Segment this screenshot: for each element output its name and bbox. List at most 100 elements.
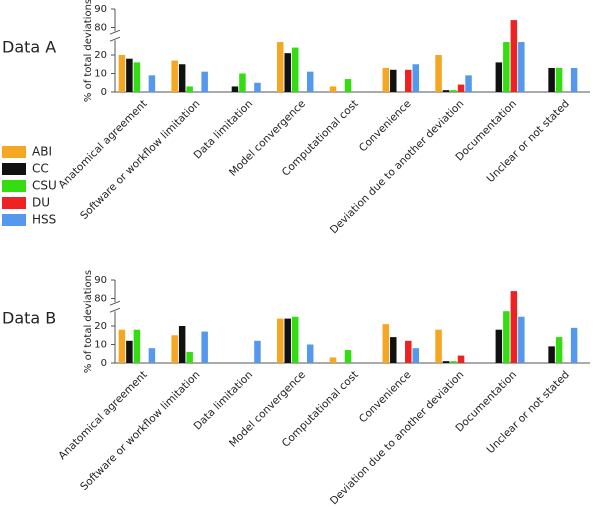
bar xyxy=(276,318,284,363)
bar-group: ABI xyxy=(118,329,126,363)
bar xyxy=(548,67,555,92)
y-tick-label: 10 xyxy=(94,340,107,351)
bar xyxy=(148,75,156,92)
legend-swatch xyxy=(2,146,26,158)
bar-group: CC xyxy=(495,329,503,363)
bar xyxy=(503,311,510,363)
axis-break xyxy=(109,36,121,42)
bar-group: CC xyxy=(126,58,133,92)
bar xyxy=(254,340,261,363)
x-tick-label: Software or workflow limitation xyxy=(78,98,202,222)
bar xyxy=(435,55,442,92)
bar-group: CSU xyxy=(503,42,510,92)
legend-swatch xyxy=(2,180,26,192)
bar xyxy=(329,86,337,92)
bar xyxy=(450,90,457,92)
x-tick-label: Software or workflow limitation xyxy=(78,369,202,493)
bar xyxy=(457,84,465,92)
bar-group: ABI xyxy=(435,329,442,363)
bar xyxy=(284,53,291,92)
bar-group: CSU xyxy=(344,79,352,92)
bar-group: ABI xyxy=(435,55,442,92)
bar-group: HSS xyxy=(148,348,156,363)
bar xyxy=(412,64,420,92)
y-tick-label: 0 xyxy=(101,358,107,369)
bar xyxy=(503,42,510,92)
bar xyxy=(450,361,457,363)
legend-label: CC xyxy=(32,162,49,176)
bar xyxy=(442,90,450,92)
bar-group: ABI xyxy=(171,335,178,363)
legend-swatch xyxy=(2,197,26,209)
bar-group: CSU xyxy=(291,47,299,92)
bar xyxy=(390,69,397,92)
bar xyxy=(465,75,472,92)
bar xyxy=(171,335,178,363)
bar xyxy=(457,355,465,363)
bar xyxy=(126,58,133,92)
bar-group: CSU xyxy=(450,90,457,92)
bar-group: CSU xyxy=(555,337,563,363)
bar xyxy=(291,316,299,363)
bar xyxy=(254,82,261,92)
bar-group: CC xyxy=(284,53,291,92)
bar xyxy=(201,331,208,363)
bar-group: CSU xyxy=(133,62,141,92)
bar-group: HSS xyxy=(412,348,420,363)
legend-swatch xyxy=(2,163,26,175)
bar-group: HSS xyxy=(570,67,578,92)
bar-group: CSU xyxy=(555,67,563,92)
bar xyxy=(518,42,525,92)
bar-group: CSU xyxy=(133,329,141,363)
x-tick-label: Convenience xyxy=(357,98,414,155)
bar-group: DU xyxy=(510,20,518,93)
bar-group: CSU xyxy=(186,86,193,92)
bar xyxy=(306,344,314,363)
bar-group: ABI xyxy=(382,324,390,363)
x-tick-label: Anatomical agreement xyxy=(56,98,149,191)
y-tick-label: 20 xyxy=(94,50,107,61)
bar xyxy=(570,67,578,92)
bar xyxy=(118,329,126,363)
bar-group: DU xyxy=(405,69,412,92)
bar-group: HSS xyxy=(570,327,578,363)
bar-group: HSS xyxy=(254,340,261,363)
bar-group: CC xyxy=(495,62,503,92)
bar xyxy=(344,350,352,363)
bar xyxy=(495,62,503,92)
bar-group: CC xyxy=(390,337,397,363)
bar xyxy=(405,340,412,363)
bar xyxy=(231,86,239,92)
bar xyxy=(148,348,156,363)
bar-group: DU xyxy=(510,291,518,363)
bar xyxy=(390,337,397,363)
bar-group: CC xyxy=(548,67,555,92)
bar-group: HSS xyxy=(518,316,525,363)
bar xyxy=(555,337,563,363)
bar-group: CC xyxy=(126,340,133,363)
bar xyxy=(306,71,314,92)
axis-break xyxy=(109,307,121,313)
bar-group: DU xyxy=(405,340,412,363)
bar-group: HSS xyxy=(465,75,472,92)
bar-group: ABI xyxy=(276,42,284,92)
bar xyxy=(555,67,563,92)
bar-group: CC xyxy=(442,90,450,92)
bar xyxy=(344,79,352,92)
bar xyxy=(329,357,337,363)
chart-title: Data A xyxy=(2,38,56,57)
bar-group: DU xyxy=(457,355,465,363)
y-axis-label: % of total deviations xyxy=(83,270,94,373)
bar xyxy=(495,329,503,363)
bar xyxy=(570,327,578,363)
bar xyxy=(186,351,193,363)
bar-group: ABI xyxy=(382,67,390,92)
bar-group: CSU xyxy=(186,351,193,363)
bar-group: HSS xyxy=(518,42,525,92)
bar-group: HSS xyxy=(201,71,208,92)
bar-group: CC xyxy=(178,64,186,92)
axis-break xyxy=(109,29,121,35)
bar-group: CC xyxy=(178,326,186,363)
bar-group: ABI xyxy=(118,55,126,92)
legend-label: CSU xyxy=(32,179,57,193)
